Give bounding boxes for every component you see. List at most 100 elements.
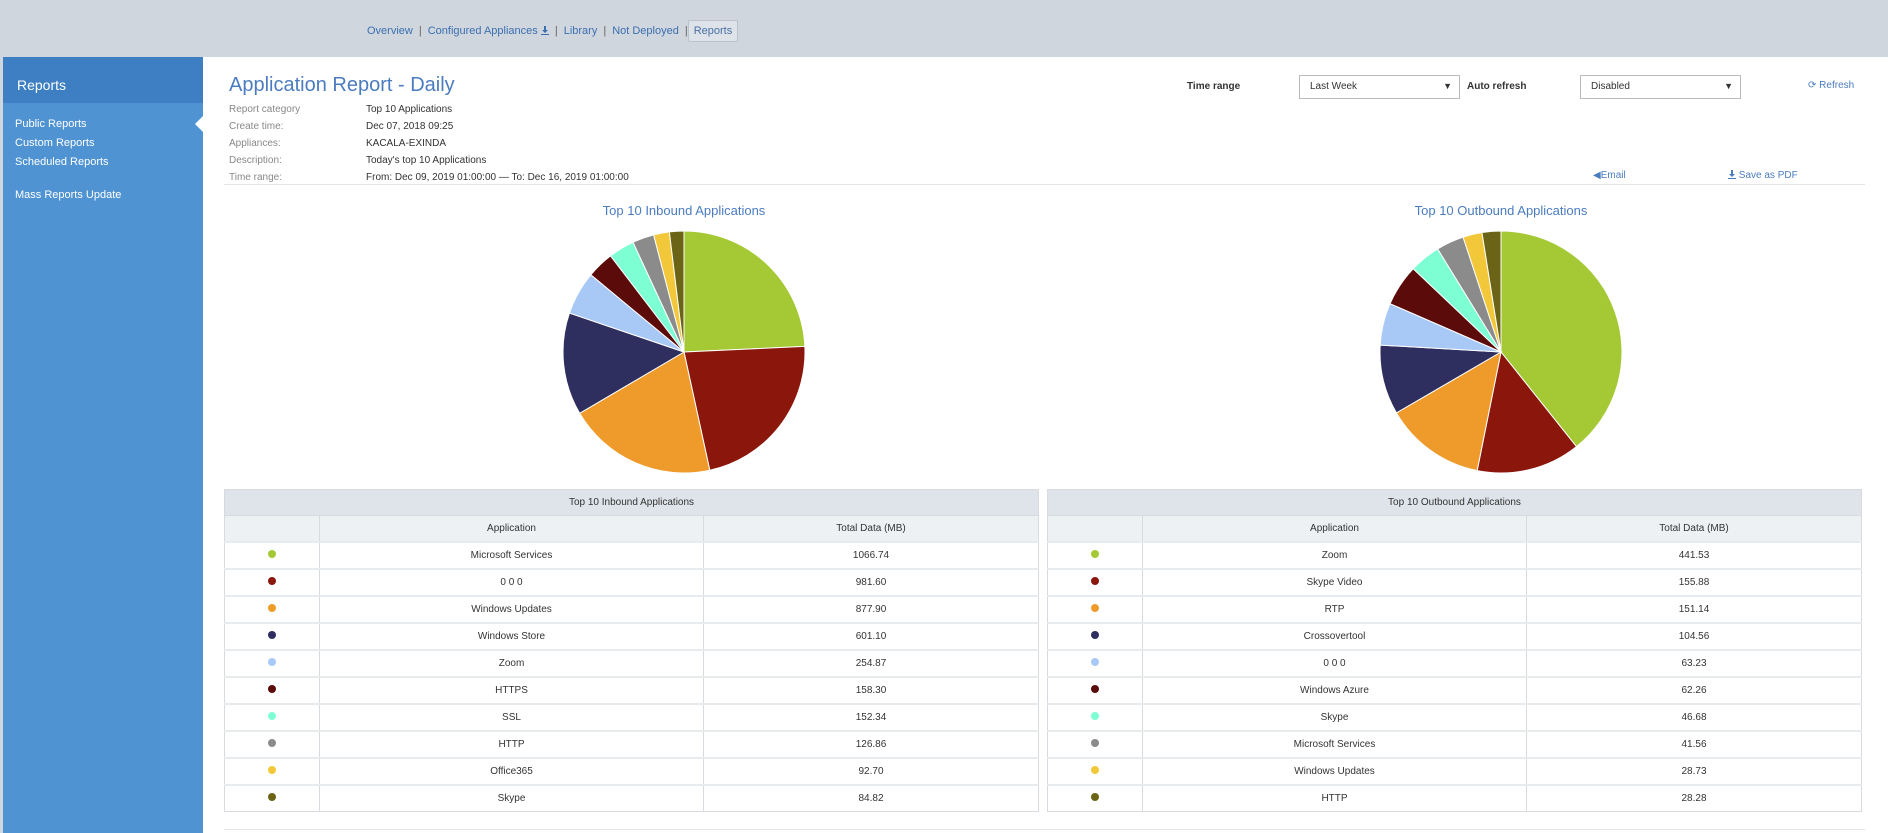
email-button[interactable]: ◀Email bbox=[1593, 170, 1626, 181]
pie-slice-rtp[interactable] bbox=[1395, 351, 1502, 472]
legend-dot-icon bbox=[268, 792, 276, 801]
table-caption: Top 10 Outbound Applications bbox=[1047, 489, 1862, 516]
caret-down-icon: ▼ bbox=[1443, 81, 1452, 91]
application-cell: HTTP bbox=[1142, 783, 1527, 812]
total-data-cell: 158.30 bbox=[703, 675, 1039, 704]
legend-dot-icon bbox=[268, 603, 276, 612]
total-data-cell: 46.68 bbox=[1526, 702, 1862, 731]
pie-slice-zoom[interactable] bbox=[1500, 230, 1623, 448]
sidebar-item-scheduled-reports[interactable]: Scheduled Reports bbox=[15, 156, 109, 168]
download-icon bbox=[540, 26, 549, 35]
table-row: Microsoft Services 1066.74 bbox=[224, 540, 1039, 569]
total-data-cell: 104.56 bbox=[1526, 621, 1862, 650]
outbound-table-body: Zoom 441.53 Skype Video 155.88 RTP 151.14 Cros… bbox=[1047, 540, 1862, 812]
total-data-cell: 63.23 bbox=[1526, 648, 1862, 677]
legend-cell bbox=[224, 594, 320, 623]
legend-cell bbox=[1047, 648, 1143, 677]
nav-overview[interactable]: Overview bbox=[367, 25, 413, 37]
table-row: Windows Store 601.10 bbox=[224, 621, 1039, 650]
inbound-chart-title: Top 10 Inbound Applications bbox=[602, 203, 766, 218]
table-row: RTP 151.14 bbox=[1047, 594, 1862, 623]
legend-dot-icon bbox=[268, 765, 276, 774]
legend-dot-icon bbox=[1091, 576, 1099, 585]
sidebar-item-public-reports[interactable]: Public Reports bbox=[15, 118, 87, 130]
application-cell: Windows Updates bbox=[1142, 756, 1527, 785]
pie-slice-http[interactable] bbox=[1481, 230, 1502, 353]
meta-value: Dec 07, 2018 09:25 bbox=[366, 121, 454, 132]
legend-cell bbox=[1047, 594, 1143, 623]
application-cell: Skype bbox=[1142, 702, 1527, 731]
application-column-header[interactable]: Application bbox=[1142, 515, 1527, 542]
application-cell: HTTPS bbox=[319, 675, 704, 704]
legend-dot-icon bbox=[1091, 711, 1099, 720]
divider bbox=[224, 829, 1865, 830]
meta-label: Time range: bbox=[229, 172, 282, 183]
save-pdf-button[interactable]: Save as PDF bbox=[1728, 170, 1798, 181]
refresh-button[interactable]: ⟳ Refresh bbox=[1808, 80, 1854, 91]
nav-separator: | bbox=[554, 25, 558, 37]
application-cell: Office365 bbox=[319, 756, 704, 785]
sidebar-item-mass-reports-update[interactable]: Mass Reports Update bbox=[15, 189, 122, 201]
pie-slice-microsoft-services[interactable] bbox=[683, 230, 806, 353]
active-item-indicator bbox=[195, 116, 203, 132]
table-row: HTTP 28.28 bbox=[1047, 783, 1862, 812]
application-cell: HTTP bbox=[319, 729, 704, 758]
legend-dot-icon bbox=[268, 549, 276, 558]
auto-refresh-select[interactable]: Disabled ▼ bbox=[1580, 75, 1741, 99]
legend-dot-icon bbox=[1091, 765, 1099, 774]
legend-dot-icon bbox=[1091, 657, 1099, 666]
legend-cell bbox=[224, 783, 320, 812]
table-row: Crossovertool 104.56 bbox=[1047, 621, 1862, 650]
legend-cell bbox=[1047, 783, 1143, 812]
legend-dot-icon bbox=[1091, 603, 1099, 612]
table-row: Windows Azure 62.26 bbox=[1047, 675, 1862, 704]
total-data-cell: 601.10 bbox=[703, 621, 1039, 650]
total-data-column-header[interactable]: Total Data (MB) bbox=[703, 515, 1039, 542]
legend-cell bbox=[224, 729, 320, 758]
table-row: 0 0 0 981.60 bbox=[224, 567, 1039, 596]
table-row: Windows Updates 28.73 bbox=[1047, 756, 1862, 785]
pie-slice-windows-store[interactable] bbox=[562, 312, 686, 414]
sidebar-item-custom-reports[interactable]: Custom Reports bbox=[15, 137, 95, 149]
nav-not-deployed[interactable]: Not Deployed bbox=[612, 25, 679, 37]
application-cell: Zoom bbox=[1142, 540, 1527, 569]
application-cell: Skype Video bbox=[1142, 567, 1527, 596]
total-data-cell: 28.28 bbox=[1526, 783, 1862, 812]
total-data-cell: 126.86 bbox=[703, 729, 1039, 758]
nav-configured-appliances[interactable]: Configured Appliances bbox=[422, 25, 555, 37]
sidebar-title: Reports bbox=[3, 57, 203, 103]
legend-dot-icon bbox=[268, 657, 276, 666]
color-column-header bbox=[1047, 515, 1143, 542]
pie-slice-skype[interactable] bbox=[668, 230, 685, 353]
refresh-icon: ⟳ bbox=[1808, 80, 1817, 91]
legend-dot-icon bbox=[268, 711, 276, 720]
meta-row: Description: Today's top 10 Applications bbox=[229, 152, 629, 169]
application-cell: Windows Store bbox=[319, 621, 704, 650]
total-data-cell: 152.34 bbox=[703, 702, 1039, 731]
nav-library[interactable]: Library bbox=[563, 25, 598, 37]
main-content: Application Report - Daily Report catego… bbox=[203, 57, 1888, 833]
time-range-select[interactable]: Last Week ▼ bbox=[1299, 75, 1460, 99]
auto-refresh-value: Disabled bbox=[1591, 81, 1630, 92]
divider bbox=[224, 184, 1865, 185]
application-cell: Zoom bbox=[319, 648, 704, 677]
time-range-value: Last Week bbox=[1310, 81, 1358, 92]
total-data-column-header[interactable]: Total Data (MB) bbox=[1526, 515, 1862, 542]
table-row: Windows Updates 877.90 bbox=[224, 594, 1039, 623]
application-cell: Microsoft Services bbox=[1142, 729, 1527, 758]
application-column-header[interactable]: Application bbox=[319, 515, 704, 542]
total-data-cell: 151.14 bbox=[1526, 594, 1862, 623]
table-row: Skype 84.82 bbox=[224, 783, 1039, 812]
pie-slice-0-0-0[interactable] bbox=[683, 345, 806, 471]
legend-dot-icon bbox=[268, 576, 276, 585]
time-range-label: Time range bbox=[1187, 81, 1241, 92]
total-data-cell: 155.88 bbox=[1526, 567, 1862, 596]
outbound-chart-title: Top 10 Outbound Applications bbox=[1414, 203, 1588, 218]
pie-slice-skype-video[interactable] bbox=[1476, 350, 1578, 474]
top-navigation: Overview | Configured Appliances | Libra… bbox=[0, 0, 1888, 57]
legend-cell bbox=[224, 648, 320, 677]
table-caption: Top 10 Inbound Applications bbox=[224, 489, 1039, 516]
nav-reports[interactable]: Reports bbox=[687, 20, 739, 42]
pie-slice-windows-updates[interactable] bbox=[578, 351, 711, 474]
meta-value: Today's top 10 Applications bbox=[366, 155, 487, 166]
